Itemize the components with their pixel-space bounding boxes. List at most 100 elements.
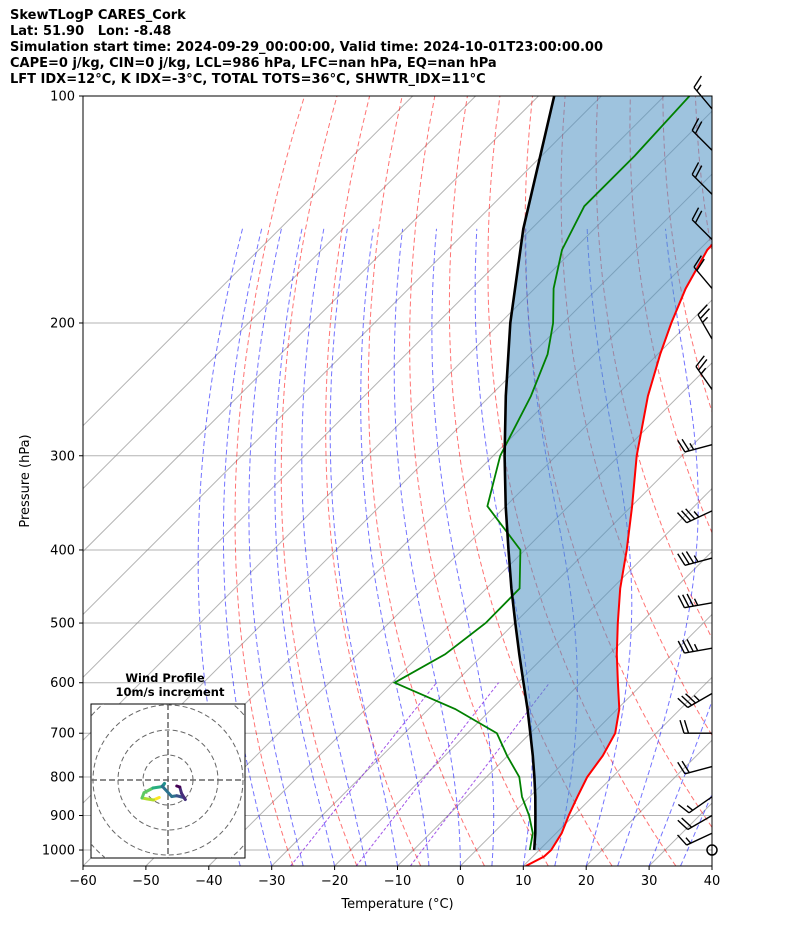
- barb-feather: [691, 207, 700, 221]
- isotherm-line: [83, 96, 602, 616]
- mixing-ratio-line: [409, 682, 550, 866]
- hodograph-segment: [175, 784, 182, 789]
- y-tick-label: 400: [50, 543, 75, 558]
- x-tick-label: −30: [258, 874, 285, 889]
- moist-adiabat: [274, 228, 336, 866]
- barb-feather: [694, 121, 703, 134]
- barb-feather: [699, 308, 711, 320]
- moist-adiabat: [248, 228, 304, 866]
- wind-barb: [677, 814, 713, 831]
- x-tick-label: 20: [578, 874, 595, 889]
- temperature-line: [525, 243, 712, 866]
- isotherm-line: [522, 676, 712, 866]
- wind-barb: [679, 720, 712, 734]
- dry-adiabat: [448, 96, 613, 866]
- x-tick-label: 0: [456, 874, 464, 889]
- isotherm-line: [271, 424, 712, 866]
- barb-feather: [682, 639, 690, 653]
- hodograph-segment: [142, 786, 155, 795]
- wind-barb: [676, 508, 713, 524]
- wind-barb: [691, 207, 713, 241]
- chart-header: SkewTLogP CARES_Cork Lat: 51.90 Lon: -8.…: [10, 8, 603, 88]
- barb-feather: [676, 834, 688, 846]
- x-tick-label: −60: [69, 874, 96, 889]
- barb-feather: [686, 639, 694, 652]
- y-tick-label: 1000: [42, 844, 75, 859]
- isotherm-line: [83, 96, 539, 553]
- wind-barb: [677, 593, 713, 609]
- moist-adiabat: [222, 228, 273, 866]
- barb-feather: [686, 593, 694, 607]
- wind-barb: [693, 75, 713, 110]
- moist-adiabat: [431, 228, 495, 866]
- barb-shaft: [687, 814, 713, 831]
- x-tick-label: −50: [132, 874, 159, 889]
- y-tick-label: 900: [50, 809, 75, 824]
- barb-feather: [697, 304, 708, 316]
- dry-adiabat: [728, 96, 794, 866]
- location-line: Lat: 51.90 Lon: -8.48: [10, 24, 172, 39]
- wind-barb: [677, 438, 713, 453]
- barb-half-feather: [700, 367, 707, 375]
- barb-half-feather: [693, 598, 699, 606]
- barb-feather: [683, 720, 690, 734]
- isotherm-line: [397, 550, 712, 866]
- isotherm-line: [83, 96, 476, 490]
- dry-adiabat: [409, 96, 549, 866]
- cape-line: CAPE=0 j/kg, CIN=0 j/kg, LCL=986 hPa, LF…: [10, 56, 497, 71]
- time-line: Simulation start time: 2024-09-29_00:00:…: [10, 40, 603, 55]
- x-tick-label: −40: [195, 874, 222, 889]
- wind-barb: [691, 162, 713, 195]
- barb-feather: [691, 118, 700, 131]
- barb-shaft: [686, 510, 713, 524]
- parcel-area-fill: [504, 96, 712, 850]
- y-tick-label: 500: [50, 617, 75, 632]
- barb-feather: [677, 819, 689, 831]
- x-tick-label: 40: [704, 874, 721, 889]
- barb-feather: [681, 817, 693, 828]
- barb-feather: [694, 210, 703, 224]
- wind-barb: [677, 760, 713, 775]
- barb-shaft: [684, 765, 713, 775]
- barb-feather: [677, 697, 689, 708]
- barb-feather: [677, 761, 686, 775]
- x-tick-label: −10: [384, 874, 411, 889]
- y-tick-label: 200: [50, 316, 75, 331]
- isotherm-line: [711, 865, 712, 866]
- barb-feather: [681, 760, 690, 774]
- dry-adiabat: [234, 96, 305, 866]
- moist-adiabat: [711, 864, 712, 866]
- wind-barb: [677, 551, 713, 566]
- wind-barb: [676, 832, 713, 846]
- barb-shaft: [693, 266, 713, 289]
- y-tick-label: 600: [50, 676, 75, 691]
- wind-barb: [677, 639, 713, 654]
- wind-barb: [677, 692, 713, 709]
- wind-barb: [691, 118, 713, 151]
- barb-half-feather: [693, 695, 700, 702]
- isotherm-line: [334, 487, 712, 866]
- dry-adiabat: [280, 96, 358, 866]
- wind-barb: [695, 355, 713, 390]
- isotherm-line: [83, 96, 414, 427]
- wind-barb: [677, 796, 713, 814]
- barb-feather: [681, 695, 693, 706]
- barb-shaft: [687, 692, 713, 709]
- dry-adiabat: [367, 96, 485, 866]
- barb-feather: [679, 720, 685, 734]
- barb-half-feather: [696, 84, 702, 92]
- x-axis-label: Temperature (°C): [340, 897, 453, 912]
- barb-feather: [682, 594, 690, 608]
- barb-feather: [685, 693, 697, 704]
- barb-shaft: [688, 796, 713, 814]
- barb-half-feather: [701, 316, 709, 323]
- barb-half-feather: [693, 643, 699, 652]
- parcel-line: [503, 96, 556, 851]
- y-tick-label: 800: [50, 770, 75, 785]
- barb-feather: [681, 438, 690, 452]
- barb-feather: [691, 162, 700, 175]
- chart-title: SkewTLogP CARES_Cork: [10, 8, 186, 23]
- barb-feather: [677, 440, 686, 453]
- barb-shaft: [693, 86, 713, 110]
